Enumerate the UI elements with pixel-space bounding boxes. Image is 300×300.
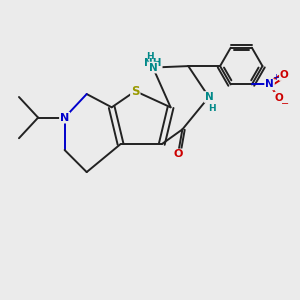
- Text: N: N: [205, 92, 213, 102]
- Text: S: S: [131, 85, 140, 98]
- Text: N: N: [148, 63, 157, 73]
- Text: NH: NH: [144, 58, 162, 68]
- Text: O: O: [173, 149, 183, 159]
- Text: H: H: [146, 52, 154, 61]
- Text: N: N: [265, 80, 274, 89]
- Text: N: N: [60, 112, 69, 123]
- Text: H: H: [208, 104, 216, 113]
- Text: O: O: [274, 93, 283, 103]
- Text: −: −: [281, 99, 289, 109]
- Text: O: O: [280, 70, 289, 80]
- Text: +: +: [273, 74, 280, 82]
